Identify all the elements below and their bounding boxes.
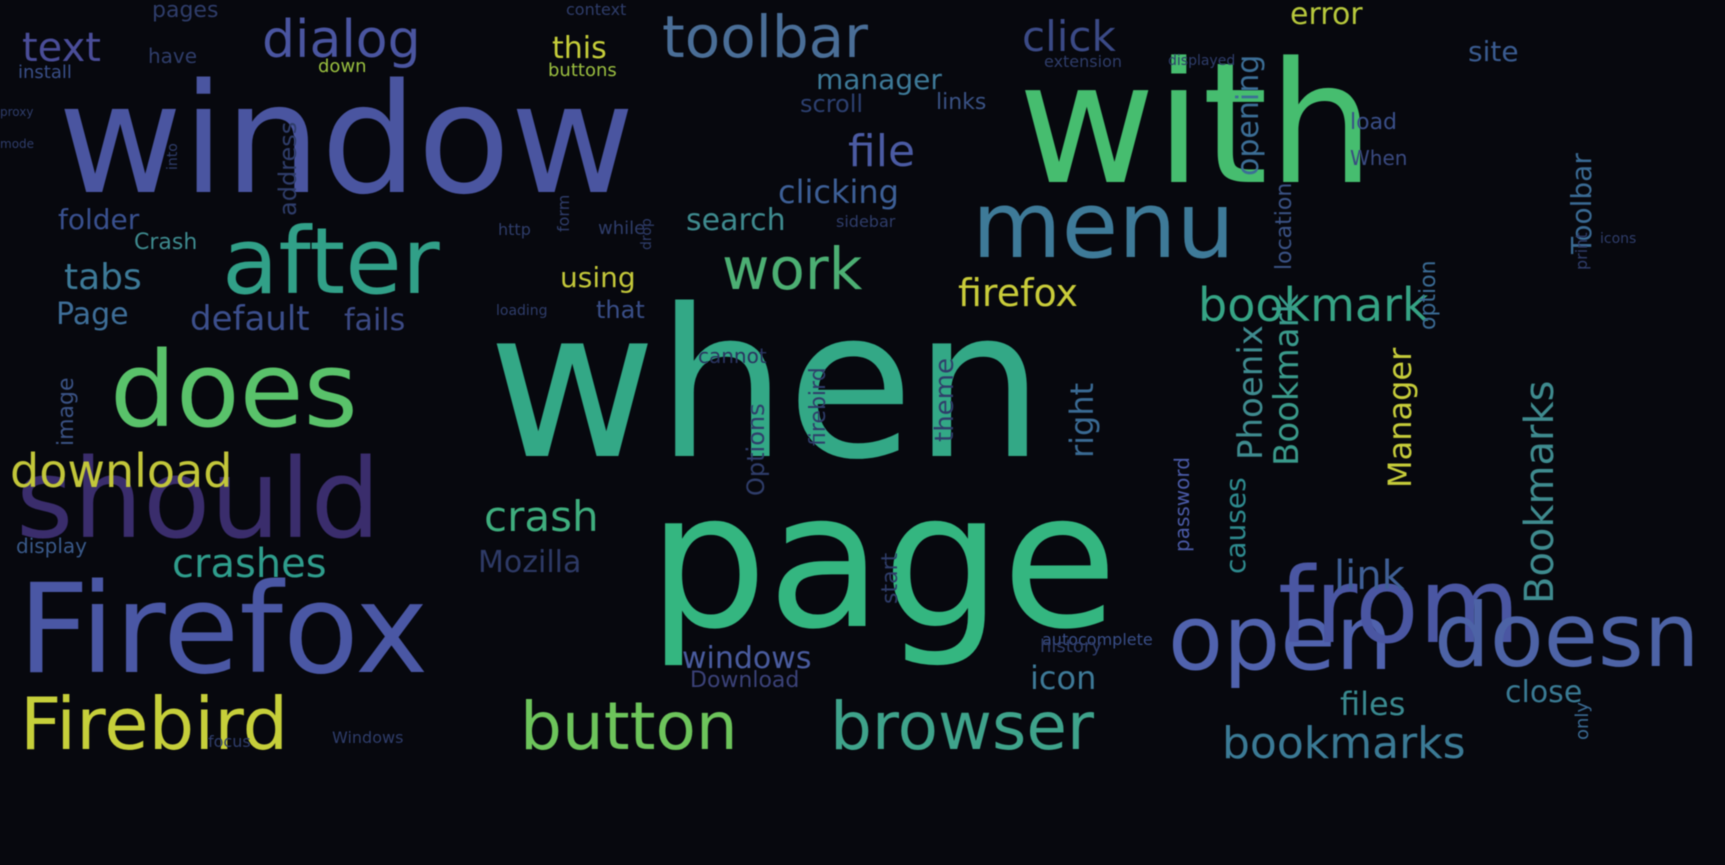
word: bookmarks — [1222, 718, 1466, 769]
word: loading — [496, 303, 548, 319]
word: while — [598, 218, 646, 239]
word: Bookmark — [1267, 293, 1307, 466]
word: error — [1290, 0, 1363, 32]
word: cannot — [698, 344, 767, 368]
word: Crash — [134, 230, 198, 255]
word: drop — [639, 218, 655, 250]
word: right — [1063, 382, 1101, 458]
word: Bookmarks — [1517, 380, 1563, 604]
word: scroll — [800, 90, 864, 118]
word: sidebar — [836, 212, 896, 231]
word: location — [1272, 182, 1297, 270]
word: fails — [344, 303, 406, 338]
word: Manager — [1381, 347, 1419, 488]
word: when — [488, 265, 1045, 505]
word: browser — [830, 688, 1095, 765]
word: proxy — [0, 105, 34, 119]
word: with — [1018, 26, 1375, 222]
word: have — [148, 44, 198, 68]
word: tabs — [64, 257, 142, 298]
word: address — [274, 121, 302, 216]
word: clicking — [778, 173, 899, 211]
word: work — [722, 235, 863, 303]
word: Mozilla — [478, 545, 582, 580]
word: close — [1505, 675, 1583, 710]
word: doesn — [1434, 584, 1700, 687]
word: history — [1040, 636, 1102, 657]
word: that — [596, 296, 645, 324]
word: crash — [484, 492, 599, 541]
word: open — [1168, 586, 1393, 691]
word: theme — [930, 358, 960, 442]
word: click — [1022, 12, 1116, 61]
word: after — [222, 208, 440, 315]
word: form — [554, 194, 573, 232]
word: option — [1416, 260, 1441, 330]
word: load — [1350, 110, 1398, 135]
word: firebird — [806, 367, 831, 446]
word: password — [1170, 457, 1194, 552]
word: pages — [152, 0, 219, 23]
word: Download — [690, 668, 800, 693]
word: buttons — [548, 60, 617, 81]
word: context — [566, 0, 627, 19]
word: folder — [58, 203, 140, 236]
word: menu — [972, 172, 1235, 279]
word: start — [878, 552, 903, 604]
word: mode — [0, 137, 35, 151]
word: displayed — [1168, 53, 1236, 69]
word: links — [936, 90, 987, 115]
word: toolbar — [662, 3, 869, 71]
word: dialog — [262, 10, 421, 70]
word: focus — [208, 732, 251, 751]
word: icons — [1600, 231, 1637, 247]
word: opening — [1231, 54, 1266, 176]
word: crashes — [172, 541, 327, 587]
word: from — [1278, 545, 1521, 667]
word: icon — [1030, 659, 1097, 697]
word: using — [560, 261, 636, 294]
word: Options — [742, 403, 770, 496]
word: windows — [682, 641, 812, 676]
word: When — [1350, 146, 1408, 170]
word: site — [1468, 35, 1519, 68]
word: causes — [1219, 477, 1252, 574]
word: should — [16, 435, 381, 563]
word: link — [1334, 553, 1405, 599]
word: into — [165, 143, 181, 170]
word: window — [58, 51, 635, 228]
word: Phoenix — [1231, 325, 1271, 460]
word: default — [190, 299, 310, 339]
word: down — [318, 56, 367, 77]
word: extension — [1044, 52, 1122, 71]
word: image — [54, 377, 79, 446]
word: text — [22, 25, 101, 71]
word: does — [110, 329, 358, 451]
word: this — [552, 31, 607, 66]
word: Page — [56, 297, 129, 332]
word: print — [1572, 232, 1591, 270]
word: button — [520, 688, 738, 765]
word: Firebird — [20, 682, 289, 766]
word: search — [686, 203, 786, 238]
word: display — [16, 534, 88, 558]
word: only — [1572, 701, 1593, 740]
word: manager — [816, 63, 942, 96]
word: install — [18, 62, 72, 83]
word: Firefox — [18, 558, 429, 702]
word: file — [848, 126, 916, 177]
word: firefox — [958, 271, 1079, 315]
word: page — [648, 452, 1118, 671]
word: http — [498, 220, 531, 239]
word: autocomplete — [1042, 630, 1153, 649]
word: download — [10, 444, 233, 498]
word: Windows — [332, 728, 404, 747]
word: bookmark — [1198, 278, 1429, 332]
word: files — [1340, 685, 1406, 723]
